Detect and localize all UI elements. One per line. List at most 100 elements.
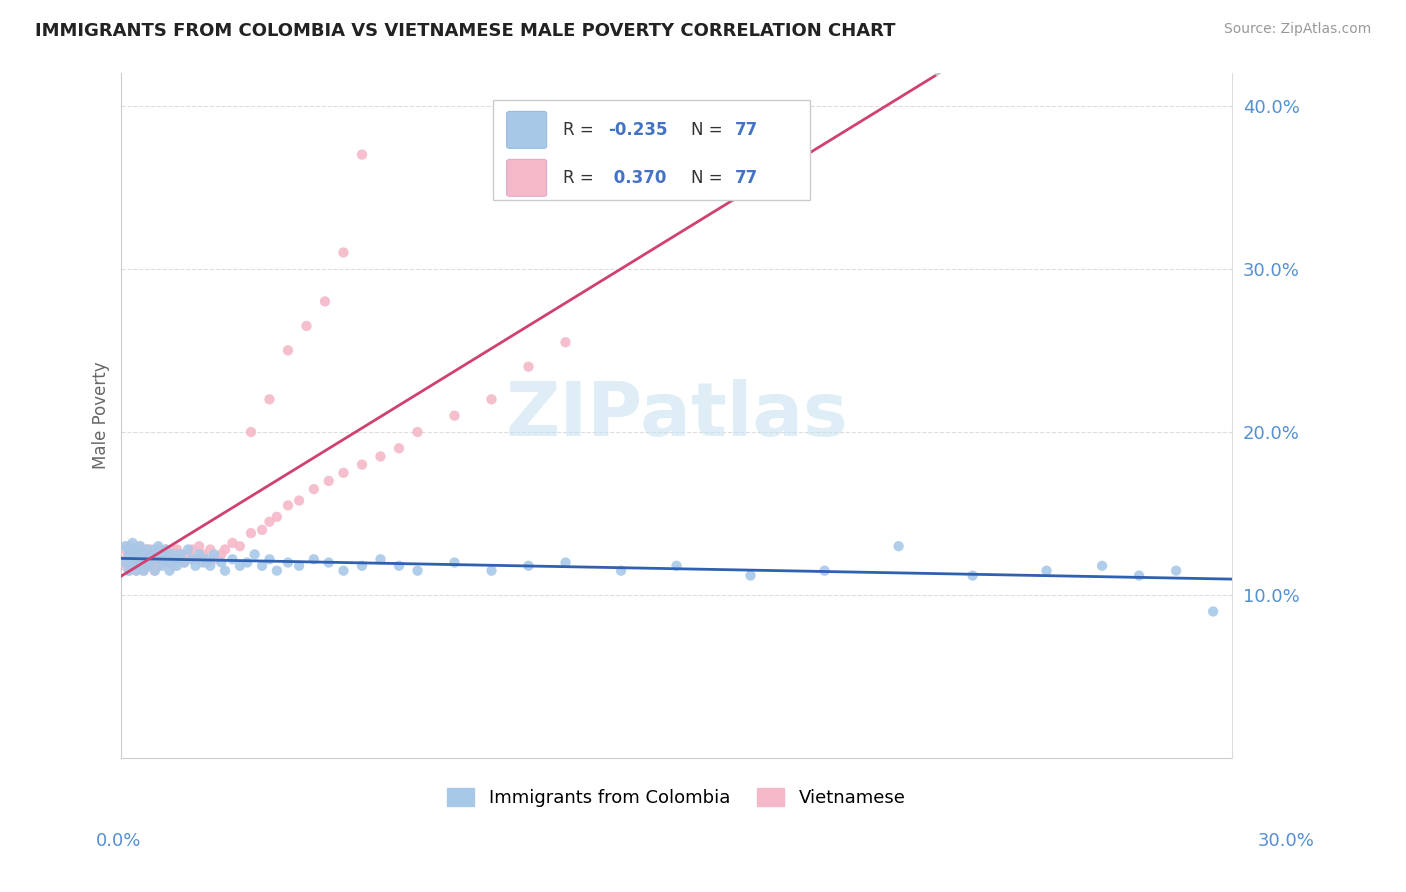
Point [388,442,411,456]
Point [121,556,143,570]
Text: IMMIGRANTS FROM COLOMBIA VS VIETNAMESE MALE POVERTY CORRELATION CHART: IMMIGRANTS FROM COLOMBIA VS VIETNAMESE M… [35,22,896,40]
Point [288,493,311,508]
Text: N =: N = [690,120,728,139]
Point [125,542,148,557]
Point [129,558,152,573]
Point [114,558,136,573]
Point [209,556,232,570]
Point [239,526,262,541]
Legend: Immigrants from Colombia, Vietnamese: Immigrants from Colombia, Vietnamese [440,780,912,814]
Point [162,558,184,573]
Point [259,392,281,407]
Point [517,359,540,374]
Point [177,542,200,557]
Point [177,547,200,561]
Point [150,556,173,570]
Point [184,558,207,573]
Point [148,556,170,570]
Point [370,450,392,464]
Point [121,536,143,550]
FancyBboxPatch shape [506,112,547,148]
Point [250,523,273,537]
Point [125,552,148,566]
Text: R =: R = [564,120,599,139]
Point [214,542,236,557]
Point [121,558,143,573]
Point [121,552,143,566]
Point [184,552,207,566]
Point [148,539,170,553]
Point [121,547,143,561]
Point [143,564,166,578]
Point [1035,564,1057,578]
Point [155,552,177,566]
Point [173,556,195,570]
Point [162,542,184,557]
Point [136,542,159,557]
Point [188,547,211,561]
Point [143,542,166,557]
Point [132,547,155,561]
Point [406,564,429,578]
Point [166,558,188,573]
Point [129,556,152,570]
Point [129,539,152,553]
Point [318,556,340,570]
Text: R =: R = [564,169,599,186]
Point [114,539,136,553]
Point [266,509,288,524]
Point [250,558,273,573]
Point [295,318,318,333]
FancyBboxPatch shape [494,101,810,200]
Point [332,245,354,260]
Point [610,564,633,578]
Point [150,558,173,573]
Point [406,425,429,439]
Point [209,547,232,561]
Point [114,542,136,557]
Point [150,547,173,561]
Point [125,564,148,578]
Point [388,558,411,573]
Point [813,564,835,578]
Point [236,556,259,570]
Text: ZIPatlas: ZIPatlas [505,379,848,452]
Point [143,564,166,578]
Point [166,552,188,566]
Point [132,547,155,561]
Point [481,564,503,578]
Text: 0.0%: 0.0% [96,831,141,849]
Point [125,547,148,561]
Point [148,552,170,566]
Point [159,556,181,570]
Point [114,556,136,570]
Text: 30.0%: 30.0% [1258,831,1315,849]
Point [1091,558,1114,573]
Point [195,552,218,566]
Point [332,564,354,578]
Point [129,556,152,570]
Point [277,499,299,513]
Point [302,552,325,566]
Point [370,552,392,566]
Point [143,552,166,566]
Point [136,542,159,557]
Point [180,552,202,566]
Point [665,558,688,573]
Point [129,558,152,573]
Point [166,542,188,557]
Point [443,409,465,423]
Point [887,539,910,553]
Point [229,539,252,553]
Point [191,556,214,570]
Point [118,539,141,553]
Point [314,294,336,309]
Text: 77: 77 [735,120,759,139]
Point [173,556,195,570]
Point [132,564,155,578]
Point [132,542,155,557]
Point [125,564,148,578]
Point [740,568,762,582]
Point [200,558,222,573]
Point [350,558,373,573]
